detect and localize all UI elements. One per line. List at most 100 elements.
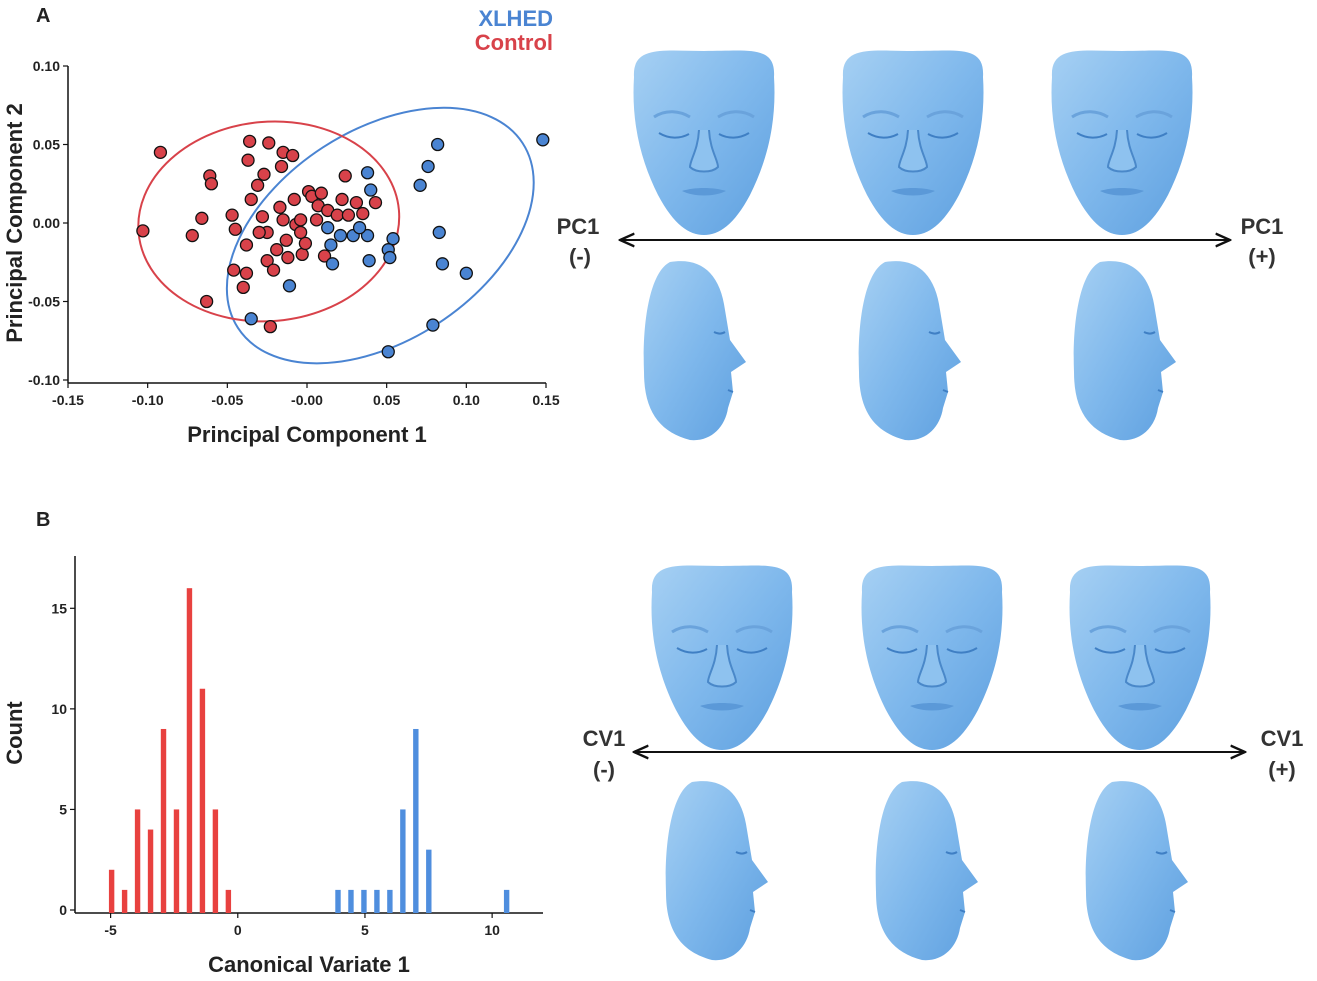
bar — [186, 588, 193, 913]
y-tick-label: -0.10 — [28, 372, 60, 388]
x-tick-label: 0.05 — [373, 392, 400, 408]
legend-entry: Control — [475, 30, 553, 55]
point — [298, 236, 313, 251]
point — [250, 178, 265, 192]
bar — [400, 809, 406, 913]
point — [330, 208, 344, 222]
arrow-sign: (+) — [1248, 244, 1276, 269]
x-tick-label: 0.10 — [453, 392, 480, 408]
y-tick-label: 0.05 — [33, 137, 60, 153]
bar — [147, 829, 154, 913]
x-tick-label: 5 — [361, 922, 369, 938]
point — [227, 263, 241, 277]
bar — [108, 869, 115, 913]
arrow-label: CV1 — [1261, 726, 1304, 751]
point — [244, 312, 258, 326]
bar — [387, 889, 393, 913]
point — [536, 133, 550, 147]
point — [273, 200, 287, 214]
arrow-label: PC1 — [557, 214, 600, 239]
point — [383, 250, 397, 265]
x-tick-label: -5 — [104, 922, 117, 938]
bar — [121, 889, 128, 913]
point — [136, 224, 150, 238]
x-tick-label: 0 — [234, 922, 242, 938]
y-tick-label: 0.00 — [33, 215, 60, 231]
arrow-sign: (+) — [1268, 757, 1296, 782]
point — [279, 233, 293, 247]
x-tick-label: -0.10 — [132, 392, 164, 408]
face-renders — [632, 49, 1212, 962]
point — [360, 228, 375, 243]
y-tick-label: 0 — [59, 902, 67, 918]
point — [459, 266, 473, 280]
point — [293, 225, 308, 240]
point — [199, 294, 214, 309]
point — [225, 208, 239, 222]
point — [286, 148, 300, 163]
point — [252, 225, 266, 240]
point — [314, 186, 328, 200]
bar — [374, 889, 380, 913]
point — [341, 208, 356, 222]
panel-label: A — [36, 5, 50, 27]
point — [239, 238, 254, 252]
point — [368, 195, 383, 210]
point — [242, 134, 257, 149]
point — [195, 211, 209, 225]
point — [309, 213, 324, 227]
point — [257, 167, 271, 181]
point — [260, 254, 274, 268]
bar — [335, 889, 341, 913]
x-axis-label: Principal Component 1 — [187, 422, 427, 447]
point — [352, 221, 367, 235]
x-tick-label: 0.15 — [532, 392, 559, 408]
arrow-sign: (-) — [569, 244, 591, 269]
point — [274, 159, 289, 174]
point — [386, 232, 400, 246]
point — [244, 192, 258, 207]
point — [335, 192, 349, 207]
point — [185, 228, 199, 243]
bar — [199, 688, 206, 913]
point — [360, 166, 375, 180]
point — [295, 247, 309, 262]
point — [228, 222, 242, 236]
arrow-label: CV1 — [583, 726, 626, 751]
x-tick-label: 10 — [484, 922, 500, 938]
point — [321, 221, 335, 235]
bar — [361, 889, 367, 913]
point — [204, 177, 219, 191]
point — [241, 153, 255, 167]
point — [432, 225, 446, 240]
point — [333, 228, 348, 243]
y-tick-label: 10 — [51, 701, 67, 717]
point — [325, 257, 340, 271]
bar — [426, 849, 432, 913]
arrow-sign: (-) — [593, 757, 615, 782]
y-tick-label: 0.10 — [33, 58, 60, 74]
y-axis-label: Principal Component 2 — [2, 103, 27, 343]
point — [262, 136, 276, 150]
x-tick-label: -0.00 — [291, 392, 323, 408]
point — [263, 319, 278, 334]
bar — [348, 889, 354, 913]
bar — [134, 809, 141, 913]
bar — [503, 889, 510, 913]
point — [431, 137, 445, 152]
x-tick-label: -0.05 — [211, 392, 243, 408]
bar — [413, 728, 419, 913]
point — [255, 210, 270, 224]
point — [276, 213, 290, 227]
y-tick-label: -0.05 — [28, 294, 60, 310]
point — [381, 345, 395, 359]
point — [266, 263, 281, 277]
point — [349, 195, 364, 210]
point — [317, 249, 332, 263]
legend-entry: XLHED — [478, 6, 553, 31]
arrow-label: PC1 — [1241, 214, 1284, 239]
x-axis-label: Canonical Variate 1 — [208, 952, 410, 977]
point — [293, 213, 308, 227]
point — [287, 192, 301, 207]
